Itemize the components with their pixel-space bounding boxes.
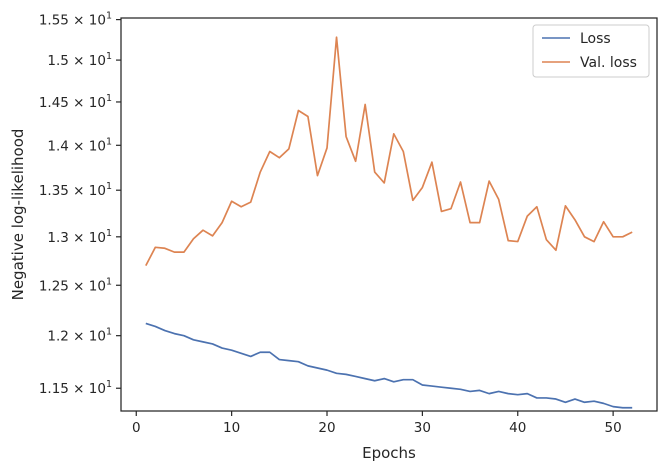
legend-label-loss: Loss: [580, 31, 611, 47]
series-line-val-loss: [145, 36, 633, 267]
y-tick-label: 1.55 × 101: [39, 11, 112, 29]
y-tick-label: 1.25 × 101: [39, 276, 112, 294]
x-tick-label: 0: [132, 420, 141, 436]
x-axis: 0 10 20 30 40 50: [132, 411, 622, 436]
x-tick-label: 10: [223, 420, 240, 436]
series-line-loss: [145, 322, 633, 409]
y-axis: 1.15 × 101 1.2 × 101 1.25 × 101 1.3 × 101 1.…: [39, 11, 121, 397]
plot-area: [120, 17, 658, 412]
x-tick-label: 40: [509, 420, 526, 436]
series-lines: [145, 36, 633, 409]
y-tick-label: 1.15 × 101: [39, 379, 112, 397]
y-tick-label: 1.5 × 101: [47, 51, 112, 69]
y-axis-label: Negative log-likelihood: [9, 129, 27, 301]
x-tick-label: 30: [414, 420, 431, 436]
x-axis-label: Epochs: [362, 444, 416, 462]
y-tick-label: 1.35 × 101: [39, 181, 112, 199]
y-tick-label: 1.2 × 101: [47, 327, 112, 345]
y-tick-label: 1.3 × 101: [47, 228, 112, 246]
x-tick-label: 20: [318, 420, 335, 436]
legend-label-val-loss: Val. loss: [580, 55, 637, 71]
legend: Loss Val. loss: [532, 24, 650, 78]
y-tick-label: 1.4 × 101: [47, 136, 112, 154]
y-tick-label: 1.45 × 101: [39, 93, 112, 111]
x-tick-label: 50: [605, 420, 622, 436]
